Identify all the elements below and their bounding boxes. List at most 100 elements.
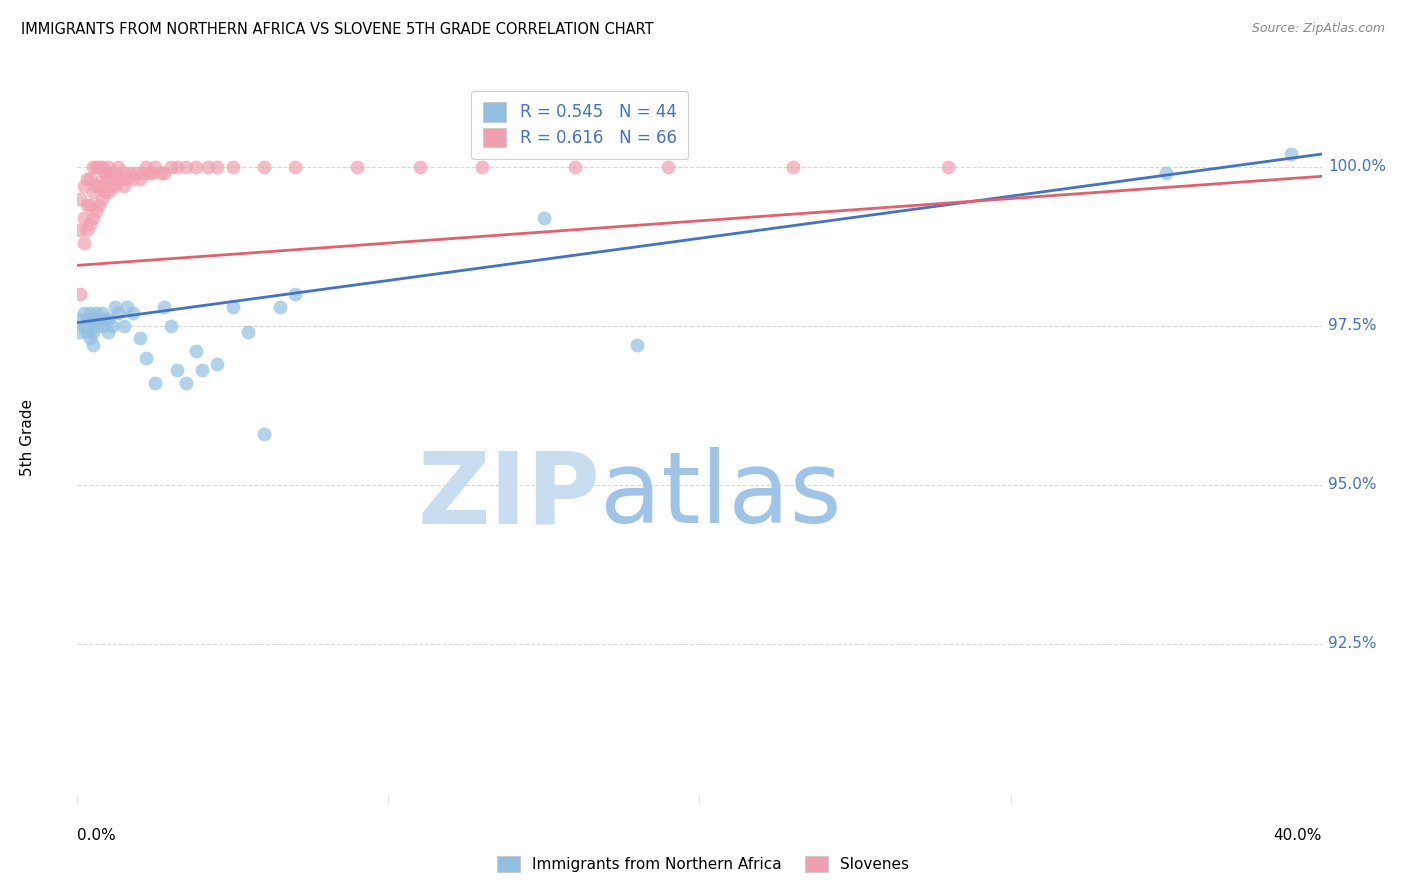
Point bbox=[72, 318, 94, 333]
Point bbox=[782, 160, 804, 174]
Point bbox=[269, 300, 291, 314]
Point bbox=[191, 363, 214, 377]
Point bbox=[91, 172, 114, 186]
Point bbox=[76, 223, 98, 237]
Point bbox=[107, 160, 129, 174]
Point bbox=[138, 166, 160, 180]
Point bbox=[120, 166, 142, 180]
Point bbox=[238, 325, 260, 339]
Point bbox=[69, 312, 91, 326]
Point bbox=[284, 160, 307, 174]
Point bbox=[94, 312, 117, 326]
Point bbox=[82, 338, 104, 352]
Point bbox=[79, 217, 101, 231]
Point bbox=[91, 192, 114, 206]
Text: atlas: atlas bbox=[600, 447, 842, 544]
Point bbox=[174, 160, 197, 174]
Point bbox=[253, 426, 276, 441]
Point bbox=[94, 185, 117, 199]
Point bbox=[107, 306, 129, 320]
Point bbox=[122, 306, 145, 320]
Text: 5th Grade: 5th Grade bbox=[20, 399, 35, 475]
Text: Source: ZipAtlas.com: Source: ZipAtlas.com bbox=[1251, 22, 1385, 36]
Point bbox=[79, 172, 101, 186]
Point bbox=[72, 306, 94, 320]
Point bbox=[72, 211, 94, 225]
Point bbox=[174, 376, 197, 390]
Point bbox=[69, 192, 91, 206]
Point bbox=[97, 172, 120, 186]
Point bbox=[564, 160, 586, 174]
Point bbox=[207, 160, 229, 174]
Point bbox=[112, 318, 135, 333]
Point bbox=[112, 166, 135, 180]
Point bbox=[104, 300, 127, 314]
Point bbox=[87, 198, 110, 212]
Point bbox=[207, 357, 229, 371]
Point bbox=[91, 306, 114, 320]
Point bbox=[107, 172, 129, 186]
Text: 0.0%: 0.0% bbox=[77, 829, 117, 844]
Legend: R = 0.545   N = 44, R = 0.616   N = 66: R = 0.545 N = 44, R = 0.616 N = 66 bbox=[471, 91, 689, 159]
Point bbox=[91, 318, 114, 333]
Point bbox=[184, 344, 207, 359]
Point bbox=[79, 198, 101, 212]
Point bbox=[626, 338, 648, 352]
Point bbox=[87, 178, 110, 193]
Text: 97.5%: 97.5% bbox=[1327, 318, 1376, 334]
Point bbox=[76, 172, 98, 186]
Point bbox=[82, 312, 104, 326]
Point bbox=[153, 166, 176, 180]
Point bbox=[69, 287, 91, 301]
Point bbox=[84, 160, 107, 174]
Point bbox=[87, 160, 110, 174]
Point bbox=[112, 178, 135, 193]
Point bbox=[135, 351, 157, 365]
Point bbox=[97, 312, 120, 326]
Point bbox=[122, 172, 145, 186]
Point bbox=[657, 160, 679, 174]
Point bbox=[69, 223, 91, 237]
Point bbox=[84, 204, 107, 219]
Legend: Immigrants from Northern Africa, Slovenes: Immigrants from Northern Africa, Slovene… bbox=[489, 848, 917, 880]
Point bbox=[222, 300, 245, 314]
Point bbox=[100, 318, 122, 333]
Point bbox=[82, 185, 104, 199]
Point bbox=[97, 185, 120, 199]
Point bbox=[82, 160, 104, 174]
Point bbox=[346, 160, 368, 174]
Point bbox=[97, 325, 120, 339]
Point bbox=[166, 160, 188, 174]
Point bbox=[222, 160, 245, 174]
Point bbox=[1279, 147, 1302, 161]
Point bbox=[150, 166, 173, 180]
Point bbox=[104, 178, 127, 193]
Point bbox=[76, 325, 98, 339]
Point bbox=[115, 172, 138, 186]
Text: ZIP: ZIP bbox=[418, 447, 600, 544]
Point bbox=[97, 160, 120, 174]
Point bbox=[1154, 166, 1177, 180]
Point bbox=[135, 160, 157, 174]
Point bbox=[159, 318, 181, 333]
Point bbox=[115, 300, 138, 314]
Text: 40.0%: 40.0% bbox=[1274, 829, 1322, 844]
Point bbox=[471, 160, 494, 174]
Point bbox=[166, 363, 188, 377]
Point bbox=[128, 331, 150, 345]
Point bbox=[143, 160, 166, 174]
Point bbox=[91, 160, 114, 174]
Point bbox=[72, 236, 94, 251]
Point bbox=[84, 306, 107, 320]
Text: 95.0%: 95.0% bbox=[1327, 477, 1376, 492]
Point bbox=[87, 312, 110, 326]
Point bbox=[143, 376, 166, 390]
Text: 92.5%: 92.5% bbox=[1327, 636, 1376, 651]
Text: 100.0%: 100.0% bbox=[1327, 160, 1386, 174]
Point bbox=[253, 160, 276, 174]
Point bbox=[141, 166, 163, 180]
Point bbox=[84, 178, 107, 193]
Point bbox=[104, 166, 127, 180]
Point bbox=[533, 211, 555, 225]
Point bbox=[69, 325, 91, 339]
